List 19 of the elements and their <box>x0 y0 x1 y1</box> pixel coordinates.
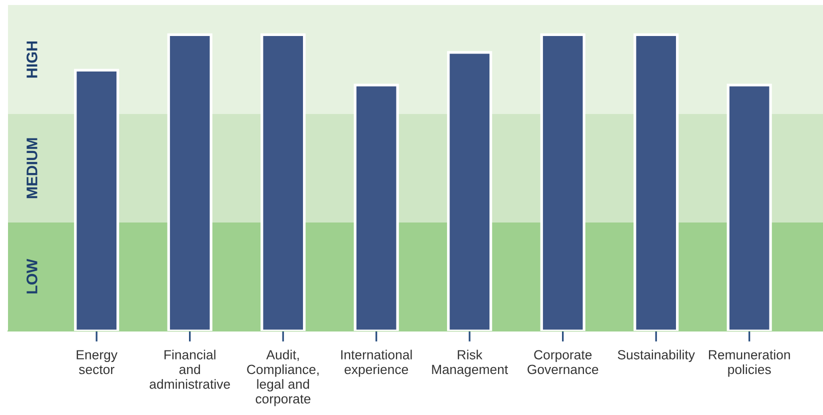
band-label: MEDIUM <box>26 138 38 198</box>
band-label: HIGH <box>26 41 38 78</box>
bar <box>260 33 306 331</box>
bar <box>167 33 212 331</box>
x-tick-label: Corporate Governance <box>528 350 598 374</box>
x-tick-label: Energy sector <box>76 350 118 374</box>
x-tick-label: Financial and administrative <box>150 350 230 389</box>
bar <box>726 84 772 331</box>
x-tick-label: Risk Management <box>432 350 508 377</box>
x-tick-label: Sustainability <box>618 350 695 362</box>
bar <box>634 33 679 331</box>
band-label: LOW <box>26 258 38 294</box>
x-tick-label: Remuneration policies <box>708 350 790 377</box>
x-tick-label: International experience <box>341 350 412 377</box>
bar <box>447 51 492 331</box>
bar <box>540 33 586 331</box>
bar <box>354 84 399 331</box>
bar <box>74 68 120 331</box>
x-tick-label: Audit, Compliance, legal and corporate <box>247 350 319 406</box>
